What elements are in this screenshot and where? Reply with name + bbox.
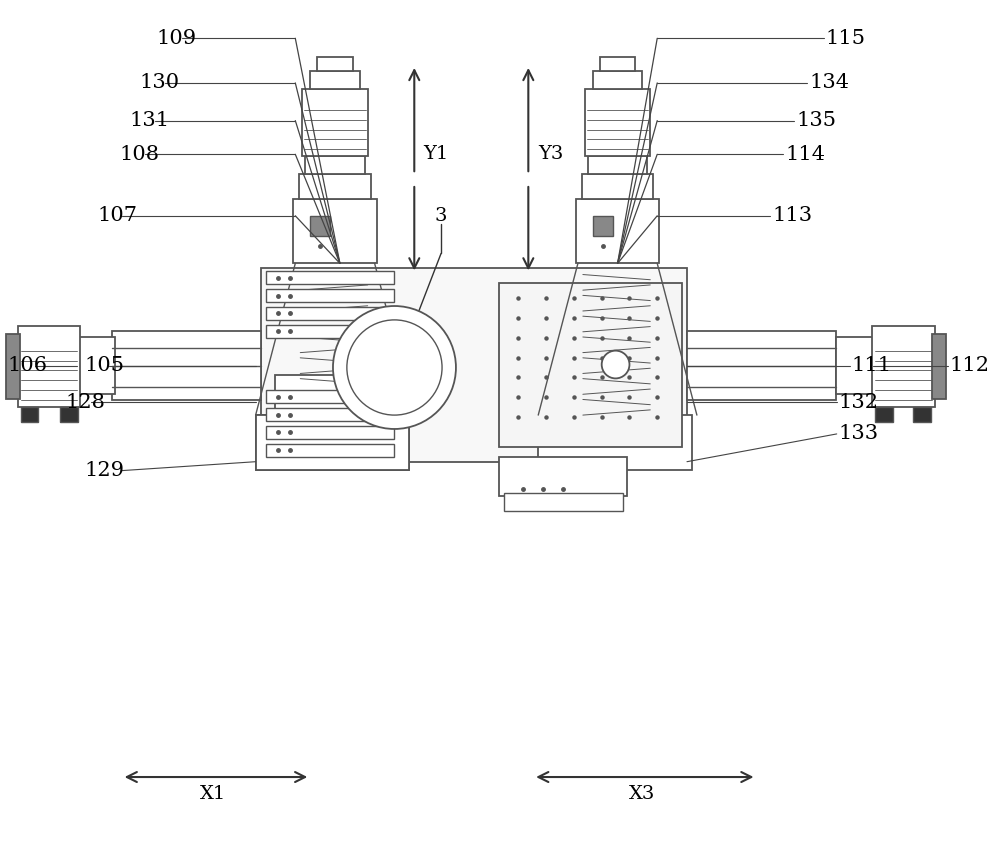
Bar <box>60 407 78 422</box>
Bar <box>558 376 672 415</box>
Bar <box>593 216 613 236</box>
Circle shape <box>333 306 456 429</box>
Text: X1: X1 <box>200 785 226 803</box>
Bar <box>499 283 682 446</box>
Text: Y1: Y1 <box>423 146 448 164</box>
Bar <box>305 156 365 174</box>
Text: 134: 134 <box>809 73 849 92</box>
Bar <box>504 493 623 511</box>
Bar <box>585 89 650 156</box>
Bar <box>310 71 360 89</box>
Text: 109: 109 <box>156 29 197 48</box>
Text: 128: 128 <box>65 393 105 412</box>
Text: 106: 106 <box>8 356 48 375</box>
Bar <box>588 156 647 174</box>
Bar <box>266 289 394 302</box>
Bar <box>576 199 659 263</box>
Text: 132: 132 <box>839 393 879 412</box>
Bar <box>112 331 261 400</box>
Bar <box>299 174 371 199</box>
Bar <box>836 337 873 394</box>
Bar <box>317 57 353 71</box>
Bar <box>310 216 330 236</box>
Text: 135: 135 <box>796 111 836 130</box>
Bar <box>21 407 38 422</box>
Bar <box>77 337 115 394</box>
Text: 114: 114 <box>785 145 825 164</box>
Bar <box>293 199 377 263</box>
Text: Y3: Y3 <box>538 146 564 164</box>
Bar <box>6 334 20 400</box>
Bar <box>932 334 946 400</box>
Text: 107: 107 <box>97 206 137 225</box>
Text: 108: 108 <box>120 145 160 164</box>
Bar <box>872 325 935 407</box>
Bar <box>256 415 409 469</box>
Bar <box>538 415 692 469</box>
Bar <box>266 408 394 421</box>
Text: 3: 3 <box>435 207 447 225</box>
Circle shape <box>602 351 629 378</box>
Bar <box>913 407 931 422</box>
Bar <box>600 57 635 71</box>
Bar <box>256 415 409 469</box>
Bar <box>875 407 893 422</box>
Bar <box>266 325 394 337</box>
Bar <box>302 89 368 156</box>
Bar <box>261 268 687 462</box>
Bar <box>18 325 80 407</box>
Text: 131: 131 <box>130 111 170 130</box>
Bar <box>266 444 394 457</box>
Text: 111: 111 <box>852 356 892 375</box>
Bar <box>275 376 389 415</box>
Bar <box>593 71 642 89</box>
Text: 113: 113 <box>772 206 812 225</box>
Bar <box>266 426 394 439</box>
Text: X3: X3 <box>629 785 656 803</box>
Text: 105: 105 <box>84 356 124 375</box>
Bar <box>687 331 836 400</box>
Bar <box>499 457 627 497</box>
Circle shape <box>347 320 442 415</box>
Bar <box>266 307 394 320</box>
Text: 130: 130 <box>140 73 180 92</box>
Text: 115: 115 <box>826 29 866 48</box>
Bar <box>582 174 653 199</box>
Text: 129: 129 <box>84 461 124 481</box>
Text: 133: 133 <box>839 424 879 443</box>
Text: 112: 112 <box>950 356 990 375</box>
Bar <box>266 271 394 285</box>
Bar <box>266 390 394 403</box>
